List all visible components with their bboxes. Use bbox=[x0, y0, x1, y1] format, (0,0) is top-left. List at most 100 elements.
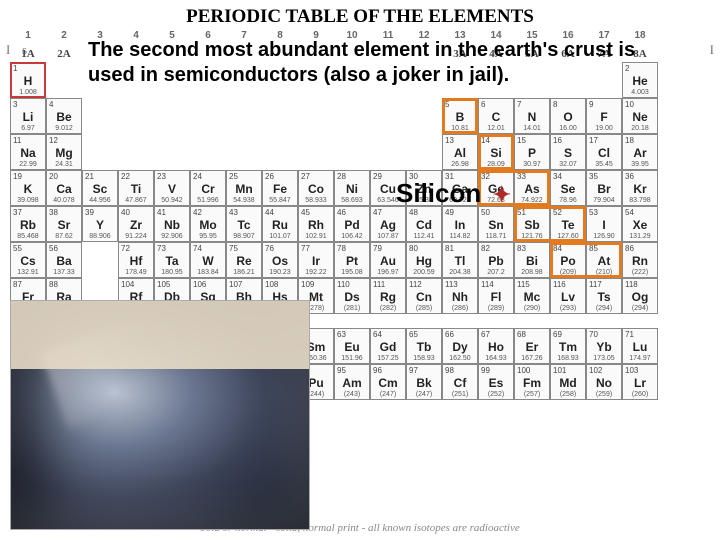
element-B: 5B10.81 bbox=[442, 98, 478, 134]
element-Cm: 96Cm(247) bbox=[370, 364, 406, 400]
group-11-label: 11 bbox=[370, 30, 406, 48]
element-Ba: 56Ba137.33 bbox=[46, 242, 82, 278]
element-Sr: 38Sr87.62 bbox=[46, 206, 82, 242]
group-2-label: 2 bbox=[46, 30, 82, 48]
element-He: 2He4.003 bbox=[622, 62, 658, 98]
group-7-label: 7 bbox=[226, 30, 262, 48]
element-Ag: 47Ag107.87 bbox=[370, 206, 406, 242]
element-Zn: 30Zn65.38 bbox=[406, 170, 442, 206]
element-Os: 76Os190.23 bbox=[262, 242, 298, 278]
group-13-label: 13 bbox=[442, 30, 478, 48]
group-12-label: 12 bbox=[406, 30, 442, 48]
element-Yb: 70Yb173.05 bbox=[586, 328, 622, 364]
element-Lu: 71Lu174.97 bbox=[622, 328, 658, 364]
roman-3A: 3A bbox=[442, 48, 478, 62]
roman-2A: 2A bbox=[46, 48, 82, 62]
element-Gd: 64Gd157.25 bbox=[370, 328, 406, 364]
group-8-label: 8 bbox=[262, 30, 298, 48]
element-K: 19K39.098 bbox=[10, 170, 46, 206]
element-Hg: 80Hg200.59 bbox=[406, 242, 442, 278]
roman-4A: 4A bbox=[478, 48, 514, 62]
element-F: 9F19.00 bbox=[586, 98, 622, 134]
element-Es: 99Es(252) bbox=[478, 364, 514, 400]
group-16-label: 16 bbox=[550, 30, 586, 48]
group-17-label: 17 bbox=[586, 30, 622, 48]
element-Rh: 45Rh102.91 bbox=[298, 206, 334, 242]
element-Tm: 69Tm168.93 bbox=[550, 328, 586, 364]
group-14-label: 14 bbox=[478, 30, 514, 48]
element-Sb: 51Sb121.76 bbox=[514, 206, 550, 242]
element-Ru: 44Ru101.07 bbox=[262, 206, 298, 242]
element-Mg: 12Mg24.31 bbox=[46, 134, 82, 170]
element-Ds: 110Ds(281) bbox=[334, 278, 370, 314]
element-Cf: 98Cf(251) bbox=[442, 364, 478, 400]
group-3-label: 3 bbox=[82, 30, 118, 48]
element-V: 23V50.942 bbox=[154, 170, 190, 206]
roman-labels-row: 1A 2A 3A 4A 5A 6A 7A 8A bbox=[10, 48, 710, 62]
element-Br: 35Br79.904 bbox=[586, 170, 622, 206]
element-Cr: 24Cr51.996 bbox=[190, 170, 226, 206]
roman-8A: 8A bbox=[622, 48, 658, 62]
element-Al: 13Al26.98 bbox=[442, 134, 478, 170]
element-Bk: 97Bk(247) bbox=[406, 364, 442, 400]
element-O: 8O16.00 bbox=[550, 98, 586, 134]
element-Ho: 67Ho164.93 bbox=[478, 328, 514, 364]
element-Mo: 42Mo95.95 bbox=[190, 206, 226, 242]
element-Cn: 112Cn(285) bbox=[406, 278, 442, 314]
element-Bi: 83Bi208.98 bbox=[514, 242, 550, 278]
element-I: 53I126.90 bbox=[586, 206, 622, 242]
element-Mc: 115Mc(290) bbox=[514, 278, 550, 314]
element-S: 16S32.07 bbox=[550, 134, 586, 170]
element-H: 1H1.008 bbox=[10, 62, 46, 98]
page-title: PERIODIC TABLE OF THE ELEMENTS bbox=[0, 0, 720, 30]
element-Pt: 78Pt195.08 bbox=[334, 242, 370, 278]
table-row: 11Na22.9912Mg24.3113Al26.9814Si28.0915P3… bbox=[10, 134, 710, 170]
table-row: 1H1.008 2He4.003 bbox=[10, 62, 710, 98]
element-Zr: 40Zr91.224 bbox=[118, 206, 154, 242]
element-Tl: 81Tl204.38 bbox=[442, 242, 478, 278]
element-Ni: 28Ni58.693 bbox=[334, 170, 370, 206]
element-Se: 34Se78.96 bbox=[550, 170, 586, 206]
element-Eu: 63Eu151.96 bbox=[334, 328, 370, 364]
element-C: 6C12.01 bbox=[478, 98, 514, 134]
element-Pd: 46Pd106.42 bbox=[334, 206, 370, 242]
element-Ne: 10Ne20.18 bbox=[622, 98, 658, 134]
period-1r-label: I bbox=[710, 42, 714, 58]
element-Kr: 36Kr83.798 bbox=[622, 170, 658, 206]
group-5-label: 5 bbox=[154, 30, 190, 48]
element-Xe: 54Xe131.29 bbox=[622, 206, 658, 242]
group-18-label: 18 bbox=[622, 30, 658, 48]
element-Md: 101Md(258) bbox=[550, 364, 586, 400]
element-Co: 27Co58.933 bbox=[298, 170, 334, 206]
element-Sn: 50Sn118.71 bbox=[478, 206, 514, 242]
element-N: 7N14.01 bbox=[514, 98, 550, 134]
element-P: 15P30.97 bbox=[514, 134, 550, 170]
element-In: 49In114.82 bbox=[442, 206, 478, 242]
roman-7A: 7A bbox=[586, 48, 622, 62]
element-Ta: 73Ta180.95 bbox=[154, 242, 190, 278]
element-Rn: 86Rn(222) bbox=[622, 242, 658, 278]
group-10-label: 10 bbox=[334, 30, 370, 48]
element-Po: 84Po(209) bbox=[550, 242, 586, 278]
element-Og: 118Og(294) bbox=[622, 278, 658, 314]
element-Fm: 100Fm(257) bbox=[514, 364, 550, 400]
element-Rb: 37Rb85.468 bbox=[10, 206, 46, 242]
element-Te: 52Te127.60 bbox=[550, 206, 586, 242]
element-Lr: 103Lr(260) bbox=[622, 364, 658, 400]
element-Rg: 111Rg(282) bbox=[370, 278, 406, 314]
element-Cd: 48Cd112.41 bbox=[406, 206, 442, 242]
element-Ts: 117Ts(294) bbox=[586, 278, 622, 314]
element-Be: 4Be9.012 bbox=[46, 98, 82, 134]
element-Y: 39Y88.906 bbox=[82, 206, 118, 242]
element-Ca: 20Ca40.078 bbox=[46, 170, 82, 206]
element-Pb: 82Pb207.2 bbox=[478, 242, 514, 278]
group-6-label: 6 bbox=[190, 30, 226, 48]
element-Mn: 25Mn54.938 bbox=[226, 170, 262, 206]
silicon-photo bbox=[10, 300, 310, 530]
table-row: 19K39.09820Ca40.07821Sc44.95622Ti47.8672… bbox=[10, 170, 710, 206]
element-W: 74W183.84 bbox=[190, 242, 226, 278]
element-At: 85At(210) bbox=[586, 242, 622, 278]
element-Sc: 21Sc44.956 bbox=[82, 170, 118, 206]
group-numbers-row: 1 2 3 4 5 6 7 8 9 10 11 12 13 14 15 16 1… bbox=[10, 30, 710, 48]
group-4-label: 4 bbox=[118, 30, 154, 48]
